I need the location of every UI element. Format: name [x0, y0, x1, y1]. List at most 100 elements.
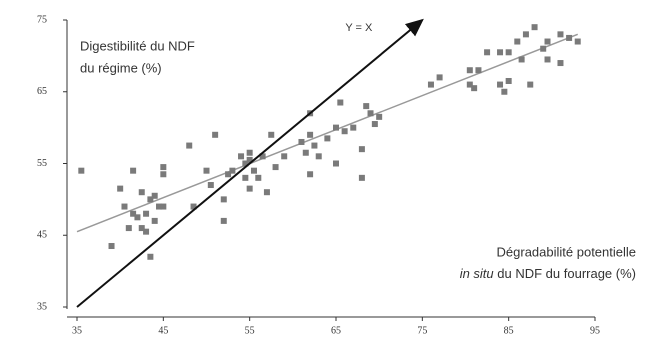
- point: [427, 81, 434, 88]
- point: [130, 210, 137, 217]
- x-tick-label: 95: [590, 325, 600, 336]
- point: [151, 192, 158, 199]
- point: [203, 167, 210, 174]
- fit-line: [76, 33, 579, 233]
- y-tick-label: 45: [37, 230, 47, 241]
- point: [272, 164, 279, 171]
- point: [246, 156, 253, 163]
- point: [324, 135, 331, 142]
- point: [220, 196, 227, 203]
- point: [225, 171, 232, 178]
- point: [250, 167, 257, 174]
- point: [531, 24, 538, 31]
- x-tick-label: 55: [245, 325, 255, 336]
- point: [497, 49, 504, 56]
- x-tick-label: 35: [72, 325, 82, 336]
- point: [121, 203, 128, 210]
- point: [376, 113, 383, 120]
- point: [186, 142, 193, 149]
- point: [363, 103, 370, 110]
- y-tick-label: 55: [37, 158, 47, 169]
- point: [307, 171, 314, 178]
- point: [505, 49, 512, 56]
- point: [522, 31, 529, 38]
- point: [315, 153, 322, 160]
- point: [497, 81, 504, 88]
- point: [484, 49, 491, 56]
- point: [333, 124, 339, 131]
- point: [341, 128, 348, 135]
- identity-line: [76, 18, 424, 308]
- point: [156, 203, 163, 210]
- point: [337, 99, 344, 106]
- y-label: du régime (%): [80, 60, 162, 75]
- point: [436, 74, 443, 81]
- x-label: in situ du NDF du fourrage (%): [460, 266, 636, 281]
- point: [143, 210, 150, 217]
- point: [138, 189, 145, 196]
- point: [255, 174, 262, 181]
- point: [471, 85, 478, 92]
- x-label-part: du NDF du fourrage (%): [494, 266, 636, 281]
- x-label-part: in situ: [460, 266, 494, 281]
- point: [358, 146, 365, 153]
- point: [238, 153, 245, 160]
- y-label: Digestibilité du NDF: [80, 38, 195, 53]
- point: [544, 38, 551, 45]
- point: [147, 196, 154, 203]
- point: [350, 124, 357, 131]
- point: [333, 160, 339, 167]
- identity-label: Y = X: [345, 22, 373, 34]
- x-label: Dégradabilité potentielle: [497, 244, 636, 259]
- point: [143, 228, 150, 235]
- x-tick-label: 75: [417, 325, 427, 336]
- point: [574, 38, 581, 45]
- point: [78, 167, 85, 174]
- point: [117, 185, 124, 192]
- point: [501, 88, 508, 95]
- point: [160, 164, 167, 171]
- x-tick-label: 65: [331, 325, 341, 336]
- point: [220, 217, 227, 224]
- point: [160, 171, 167, 178]
- point: [302, 149, 309, 156]
- point: [566, 34, 573, 41]
- point: [518, 56, 525, 63]
- point: [557, 31, 564, 38]
- point: [151, 217, 158, 224]
- point: [540, 45, 547, 52]
- y-tick-label: 35: [37, 301, 47, 312]
- point: [212, 131, 219, 138]
- point: [268, 131, 275, 138]
- point: [298, 138, 305, 145]
- point: [138, 225, 145, 232]
- point: [311, 142, 318, 149]
- point: [466, 67, 473, 74]
- point: [544, 56, 551, 63]
- point: [207, 182, 214, 189]
- x-tick-label: 85: [504, 325, 514, 336]
- point: [160, 203, 167, 210]
- point: [259, 153, 266, 160]
- y-tick-label: 65: [37, 86, 47, 97]
- point: [125, 225, 132, 232]
- point: [466, 81, 473, 88]
- point: [505, 77, 512, 84]
- point: [134, 214, 141, 221]
- point: [557, 60, 564, 67]
- point: [307, 131, 314, 138]
- point: [263, 189, 270, 196]
- point: [130, 167, 137, 174]
- point: [371, 121, 378, 128]
- point: [147, 253, 154, 260]
- point: [246, 185, 253, 192]
- point: [514, 38, 521, 45]
- point: [229, 167, 236, 174]
- point: [242, 160, 249, 167]
- point: [242, 174, 249, 181]
- point: [246, 149, 253, 156]
- y-tick-label: 75: [37, 14, 47, 25]
- point: [527, 81, 534, 88]
- point: [358, 174, 365, 181]
